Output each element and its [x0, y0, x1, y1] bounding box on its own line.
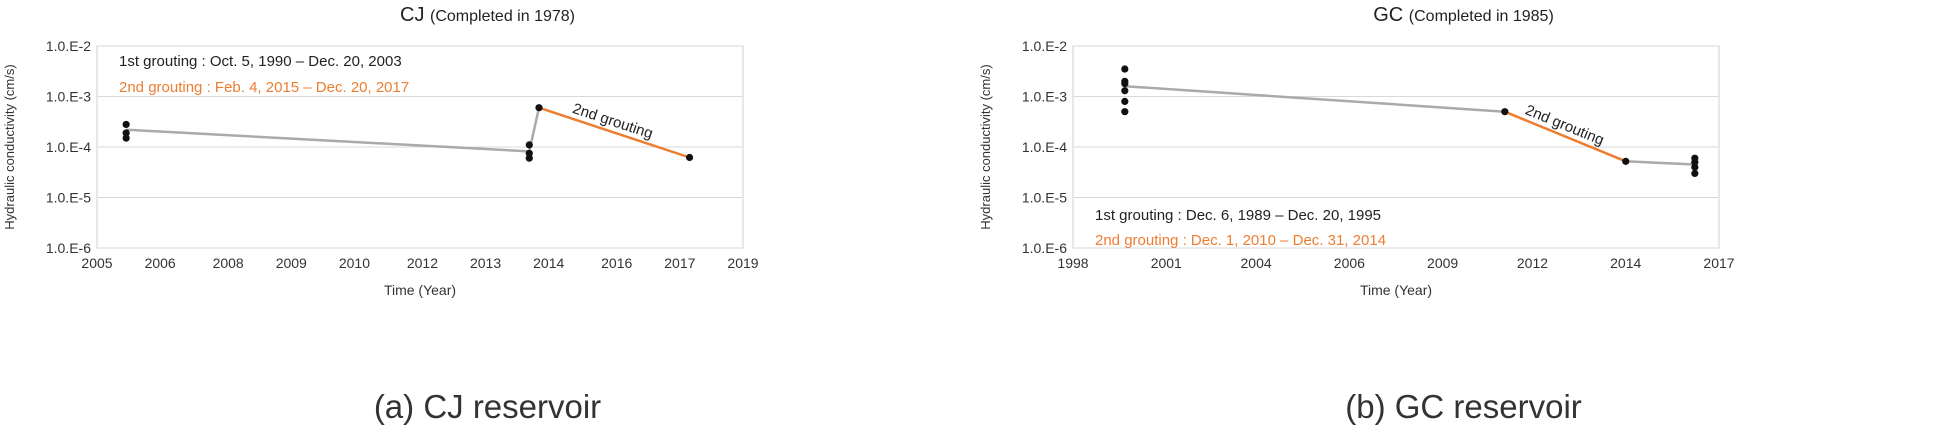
title-main: CJ — [400, 4, 425, 26]
data-point — [1121, 80, 1129, 88]
chart-svg-cj: 1.0.E-6 1.0.E-5 1.0.E-4 1.0.E-3 1.0.E-2 2005 2… — [2, 38, 759, 298]
data-point — [525, 141, 533, 149]
title-subtitle: (Completed in 1978) — [430, 8, 575, 25]
data-point — [1121, 87, 1129, 95]
data-point — [1501, 108, 1509, 116]
y-tick-label: 1.0.E-4 — [46, 139, 91, 155]
grouting-annotation: 1st grouting : Oct. 5, 1990 – Dec. 20, 2… — [119, 53, 402, 70]
y-tick-label: 1.0.E-2 — [1022, 38, 1067, 54]
figure-caption: (a) CJ reservoir — [373, 388, 602, 425]
x-tick-label: 2005 — [81, 255, 112, 271]
data-point — [122, 129, 130, 137]
series-line — [538, 106, 690, 159]
y-tick-label: 1.0.E-6 — [1022, 240, 1067, 256]
x-tick-label: 2017 — [664, 255, 695, 271]
grouting-annotation: 2nd grouting : Feb. 4, 2015 – Dec. 20, 2… — [119, 79, 409, 96]
grouting-annotation: 2nd grouting : Dec. 1, 2010 – Dec. 31, 2… — [1095, 232, 1386, 249]
data-point — [535, 104, 543, 112]
x-tick-label: 2009 — [276, 255, 307, 271]
title-main: GC — [1373, 4, 1404, 26]
data-point — [1691, 169, 1699, 178]
data-point — [525, 154, 533, 162]
series-line — [126, 107, 541, 153]
series-line — [1625, 160, 1695, 166]
x-tick-label: 2012 — [407, 255, 438, 271]
chart-svg-gc: 1.0.E-6 1.0.E-5 1.0.E-4 1.0.E-3 1.0.E-2 1998 2… — [978, 38, 1735, 298]
y-tick-label: 1.0.E-4 — [1022, 139, 1067, 155]
y-tick-label: 1.0.E-5 — [1022, 190, 1067, 206]
figure-caption: (b) GC reservoir — [1345, 388, 1582, 425]
y-tick-label: 1.0.E-2 — [46, 38, 91, 54]
x-tick-label: 2006 — [145, 255, 176, 271]
y-tick-label: 1.0.E-6 — [46, 240, 91, 256]
x-tick-label: 2008 — [213, 255, 244, 271]
chart-panel-gc: GC (Completed in 1985) 1.0.E-6 1.0.E-5 1.0… — [976, 0, 1951, 433]
x-tick-label: 2014 — [533, 255, 564, 271]
y-tick-label: 1.0.E-3 — [46, 89, 91, 105]
data-point — [1121, 97, 1129, 105]
y-tick-label: 1.0.E-3 — [1022, 89, 1067, 105]
grouting-annotation: 1st grouting : Dec. 6, 1989 – Dec. 20, 1… — [1095, 207, 1381, 224]
data-point — [1121, 65, 1129, 73]
x-tick-label: 2006 — [1334, 255, 1365, 271]
y-tick-label: 1.0.E-5 — [46, 190, 91, 206]
y-axis-title: Hydraulic conductivity (cm/s) — [2, 64, 17, 229]
title-subtitle: (Completed in 1985) — [1408, 8, 1554, 25]
x-axis-title: Time (Year) — [1360, 282, 1432, 298]
chart-title: GC (Completed in 1985) — [976, 4, 1951, 27]
x-tick-label: 1998 — [1057, 255, 1088, 271]
y-axis-title: Hydraulic conductivity (cm/s) — [978, 64, 993, 229]
x-tick-label: 2009 — [1427, 255, 1458, 271]
series-line — [1504, 110, 1627, 163]
x-tick-label: 2001 — [1151, 255, 1182, 271]
chart-panel-cj: CJ (Completed in 1978) 1.0.E-6 1.0.E-5 1.0… — [0, 0, 975, 433]
x-tick-label: 2010 — [339, 255, 370, 271]
data-point — [1691, 163, 1699, 171]
x-tick-label: 2013 — [470, 255, 501, 271]
data-point — [685, 153, 694, 162]
x-tick-label: 2004 — [1241, 255, 1272, 271]
data-point — [122, 120, 130, 129]
x-tick-label: 2012 — [1517, 255, 1548, 271]
data-point — [1622, 157, 1630, 165]
x-tick-label: 2016 — [601, 255, 632, 271]
x-tick-label: 2014 — [1610, 255, 1641, 271]
x-tick-label: 2019 — [727, 255, 758, 271]
series-line — [1124, 84, 1505, 113]
x-tick-label: 2017 — [1703, 255, 1734, 271]
x-axis-title: Time (Year) — [384, 282, 456, 298]
data-point — [1121, 108, 1129, 116]
data-point — [122, 134, 130, 142]
chart-title: CJ (Completed in 1978) — [0, 4, 975, 27]
